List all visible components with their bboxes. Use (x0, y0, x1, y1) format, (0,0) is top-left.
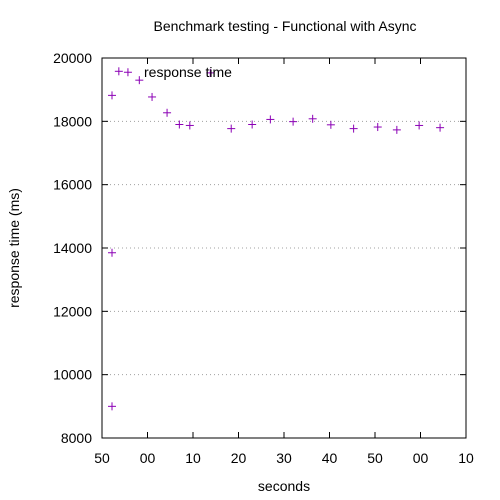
y-tick-label: 10000 (53, 367, 92, 383)
data-point (114, 67, 123, 76)
y-axis-label: response time (ms) (6, 188, 22, 308)
data-point (108, 248, 117, 257)
x-axis-ticks: 50 00 10 20 30 40 50 00 10 (94, 58, 474, 466)
data-point (227, 124, 236, 133)
y-tick-label: 16000 (53, 177, 92, 193)
data-point (163, 108, 172, 117)
y-tick-label: 8000 (61, 430, 92, 446)
x-tick-label: 30 (276, 450, 292, 466)
data-point (135, 76, 144, 85)
x-axis-label: seconds (258, 478, 310, 494)
data-point (326, 120, 335, 129)
plot-frame (101, 57, 467, 439)
data-point (206, 68, 215, 77)
data-point (185, 121, 194, 130)
legend: response time (144, 64, 232, 80)
data-point (392, 125, 401, 134)
data-point (248, 120, 257, 129)
data-point (148, 92, 157, 101)
data-point (308, 114, 317, 123)
data-point (266, 115, 275, 124)
y-tick-label: 18000 (53, 113, 92, 129)
y-tick-label: 20000 (53, 50, 92, 66)
y-axis-ticks: 8000 10000 12000 14000 16000 18000 20000 (53, 50, 466, 446)
x-tick-label: 00 (140, 450, 156, 466)
x-tick-label: 20 (231, 450, 247, 466)
data-point (415, 121, 424, 130)
data-point (108, 402, 117, 411)
y-tick-label: 14000 (53, 240, 92, 256)
x-tick-label: 40 (322, 450, 338, 466)
x-tick-label: 50 (367, 450, 383, 466)
grid-lines (102, 120, 466, 376)
data-point (108, 91, 117, 100)
data-point (289, 117, 298, 126)
x-tick-label: 00 (413, 450, 429, 466)
y-tick-label: 12000 (53, 303, 92, 319)
x-tick-label: 10 (185, 450, 201, 466)
data-point (175, 120, 184, 129)
x-tick-label: 10 (458, 450, 474, 466)
data-point (436, 123, 445, 132)
data-point (349, 124, 358, 133)
x-tick-label: 50 (94, 450, 110, 466)
chart-title: Benchmark testing - Functional with Asyn… (153, 18, 416, 34)
data-point (373, 123, 382, 132)
legend-label: response time (144, 64, 232, 80)
data-points (108, 67, 445, 411)
data-point (123, 68, 132, 77)
